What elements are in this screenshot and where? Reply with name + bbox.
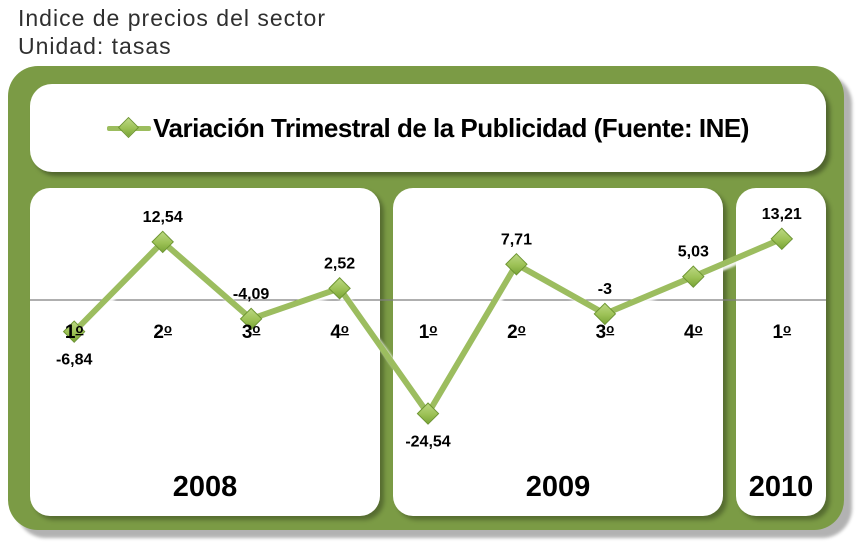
- year-label-2009: 2009: [525, 471, 591, 503]
- legend-label: Variación Trimestral de la Publicidad (F…: [153, 112, 749, 143]
- page-title: Indice de precios del sector Unidad: tas…: [18, 4, 326, 60]
- year-panel-2008: 2008: [30, 188, 380, 516]
- diamond-series-marker-icon: [107, 116, 152, 139]
- chart-legend: Variación Trimestral de la Publicidad (F…: [30, 84, 826, 172]
- page-title-line2: Unidad: tasas: [18, 33, 172, 59]
- legend-diamond-icon: [118, 116, 140, 139]
- page-title-line1: Indice de precios del sector: [18, 5, 326, 31]
- year-label-2008: 2008: [172, 471, 238, 503]
- year-panel-2010: 2010: [736, 188, 826, 516]
- year-label-2010: 2010: [748, 471, 814, 503]
- year-panel-2009: 2009: [393, 188, 723, 516]
